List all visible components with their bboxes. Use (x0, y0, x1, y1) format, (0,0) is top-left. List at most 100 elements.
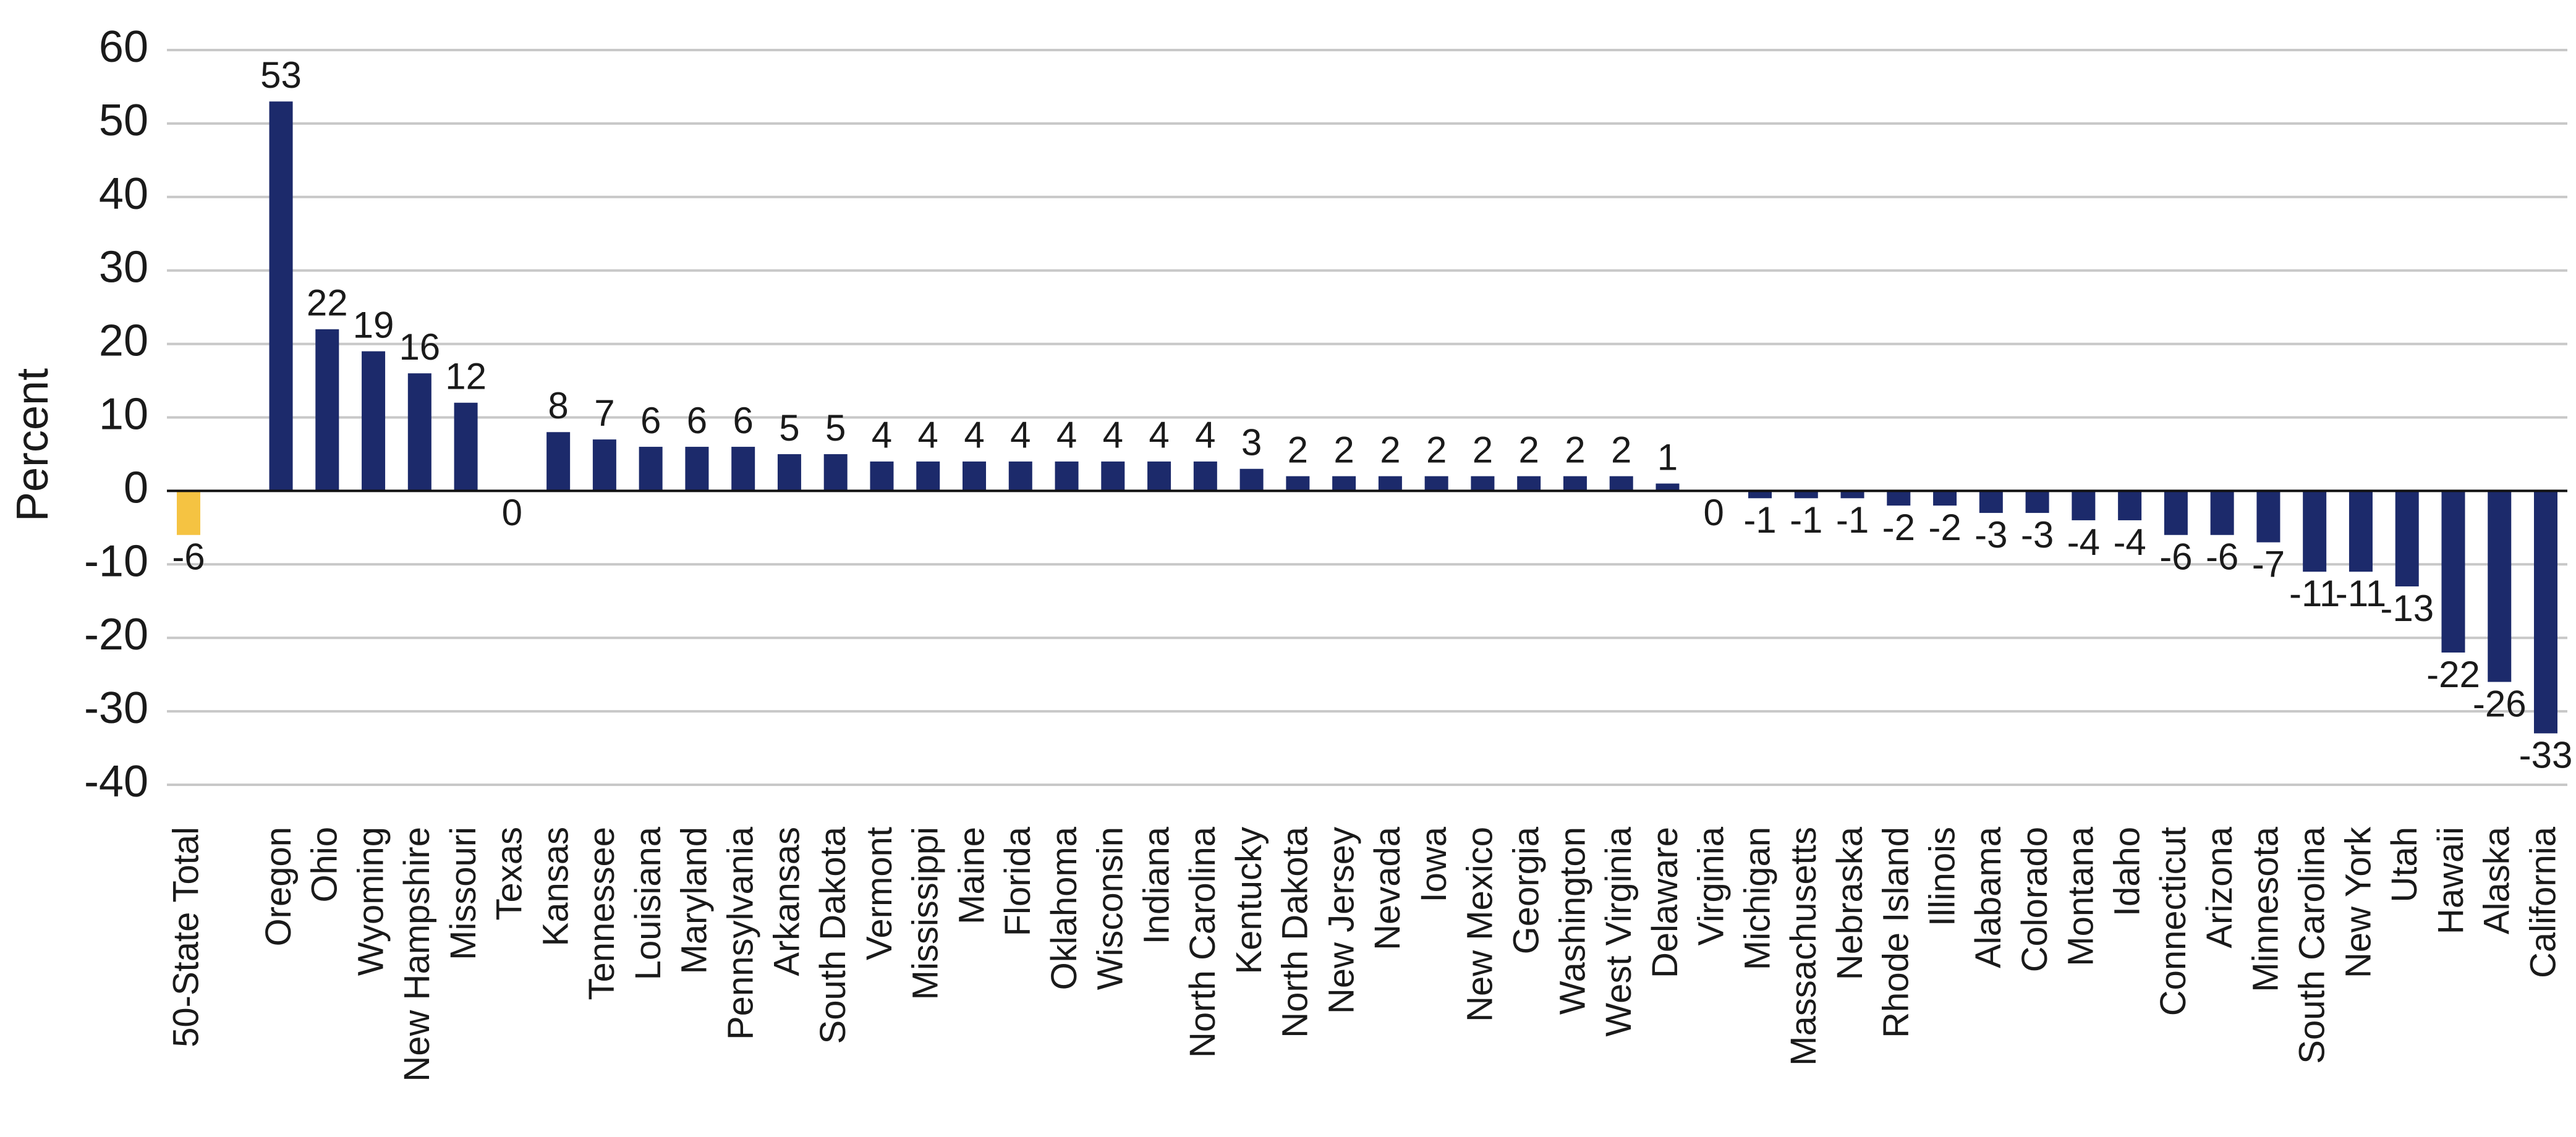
data-label: -33 (2519, 735, 2573, 776)
x-tick-label: Rhode Island (1876, 827, 1916, 1038)
data-label: 2 (1565, 429, 1585, 470)
data-label: -11 (2336, 573, 2386, 614)
bar (870, 461, 894, 491)
x-tick-label: Massachusetts (1783, 827, 1824, 1066)
bar (1748, 491, 1772, 499)
bar (1008, 461, 1032, 491)
bar (1794, 491, 1818, 499)
data-label: 6 (640, 400, 661, 441)
bar (1979, 491, 2003, 514)
y-tick-label: -40 (84, 757, 148, 806)
bar (1563, 476, 1587, 491)
bar (1887, 491, 1911, 506)
bar (1517, 476, 1541, 491)
bar (1055, 461, 1079, 491)
bar (685, 447, 709, 491)
data-label: 0 (1704, 492, 1724, 533)
bar (2534, 491, 2557, 733)
x-tick-label: Pennsylvania (721, 826, 761, 1040)
data-label: 4 (918, 415, 938, 456)
data-label: 4 (1195, 415, 1215, 456)
data-label: -6 (2159, 536, 2192, 578)
bar (546, 432, 571, 491)
data-label: 6 (687, 400, 707, 441)
y-tick-label: 40 (99, 169, 148, 219)
x-tick-label: North Carolina (1183, 826, 1223, 1058)
data-label: -11 (2289, 573, 2340, 614)
bar (2256, 491, 2281, 543)
data-label: 5 (825, 407, 846, 449)
data-label: 2 (1333, 429, 1354, 470)
x-tick-label: Maine (951, 827, 992, 924)
bar (2303, 491, 2327, 572)
x-tick-label: Utah (2384, 827, 2425, 903)
bar (1147, 461, 1171, 491)
data-label: -13 (2380, 588, 2434, 629)
data-label: 1 (1657, 436, 1678, 478)
x-tick-label: Wisconsin (1090, 827, 1131, 990)
x-tick-label: Arizona (2200, 826, 2240, 948)
data-label: 4 (964, 415, 984, 456)
x-tick-label: Georgia (1507, 826, 1547, 954)
data-label: -2 (1882, 507, 1915, 548)
x-tick-label: Nebraska (1830, 826, 1870, 980)
x-tick-label: Kansas (535, 827, 576, 946)
bar (1332, 476, 1356, 491)
bar (269, 101, 293, 491)
data-label: 53 (260, 54, 302, 96)
bar (2164, 491, 2188, 535)
y-tick-label: -20 (84, 610, 148, 659)
bar (1193, 461, 1217, 491)
x-tick-label: Vermont (859, 827, 899, 960)
x-tick-label: Indiana (1136, 826, 1176, 944)
bar (2118, 491, 2142, 520)
x-tick-label: Kentucky (1229, 827, 1269, 974)
data-label: 6 (733, 400, 753, 441)
data-label: 2 (1473, 429, 1493, 470)
bar (2349, 491, 2373, 572)
x-tick-label: California (2523, 826, 2563, 978)
data-label: 2 (1426, 429, 1447, 470)
data-label: 22 (307, 282, 348, 324)
x-tick-label: Connecticut (2153, 827, 2193, 1016)
y-tick-label: 60 (99, 22, 148, 72)
bar (454, 402, 478, 491)
x-tick-label: Idaho (2107, 827, 2147, 916)
x-tick-label: North Dakota (1275, 826, 1316, 1038)
bar (963, 461, 986, 491)
data-label: -6 (172, 536, 205, 578)
bar (2025, 491, 2049, 514)
y-tick-label: -10 (84, 536, 148, 586)
data-label: 4 (1149, 415, 1169, 456)
bar (1656, 483, 1680, 491)
bar (592, 439, 616, 491)
x-tick-label: New Mexico (1460, 827, 1500, 1022)
data-label: -2 (1928, 507, 1961, 548)
x-tick-label: Maryland (674, 827, 715, 974)
bar (777, 454, 801, 491)
x-tick-label: Nevada (1367, 826, 1408, 950)
y-tick-label: 20 (99, 316, 148, 366)
x-tick-label: Hawaii (2431, 827, 2471, 934)
data-label: 3 (1241, 422, 1262, 463)
x-tick-label: Arkansas (767, 827, 807, 976)
x-tick-label: Oklahoma (1044, 826, 1084, 990)
data-label: -3 (1975, 514, 2007, 556)
x-tick-label: Washington (1552, 827, 1592, 1015)
x-tick-label: Montana (2061, 826, 2101, 966)
bar (1378, 476, 1402, 491)
y-tick-label: 10 (99, 390, 148, 439)
x-tick-label: Florida (998, 826, 1038, 936)
x-tick-label: New Hampshire (397, 827, 437, 1082)
bar (1840, 491, 1864, 499)
x-tick-label: Minnesota (2246, 826, 2286, 992)
bar (362, 351, 386, 491)
data-label: 2 (1380, 429, 1400, 470)
bar (177, 491, 200, 535)
bar (1933, 491, 1957, 506)
x-tick-label: Oregon (258, 827, 299, 946)
bar (1424, 476, 1448, 491)
x-tick-label: South Dakota (813, 826, 853, 1044)
x-tick-label: New Jersey (1321, 827, 1361, 1014)
